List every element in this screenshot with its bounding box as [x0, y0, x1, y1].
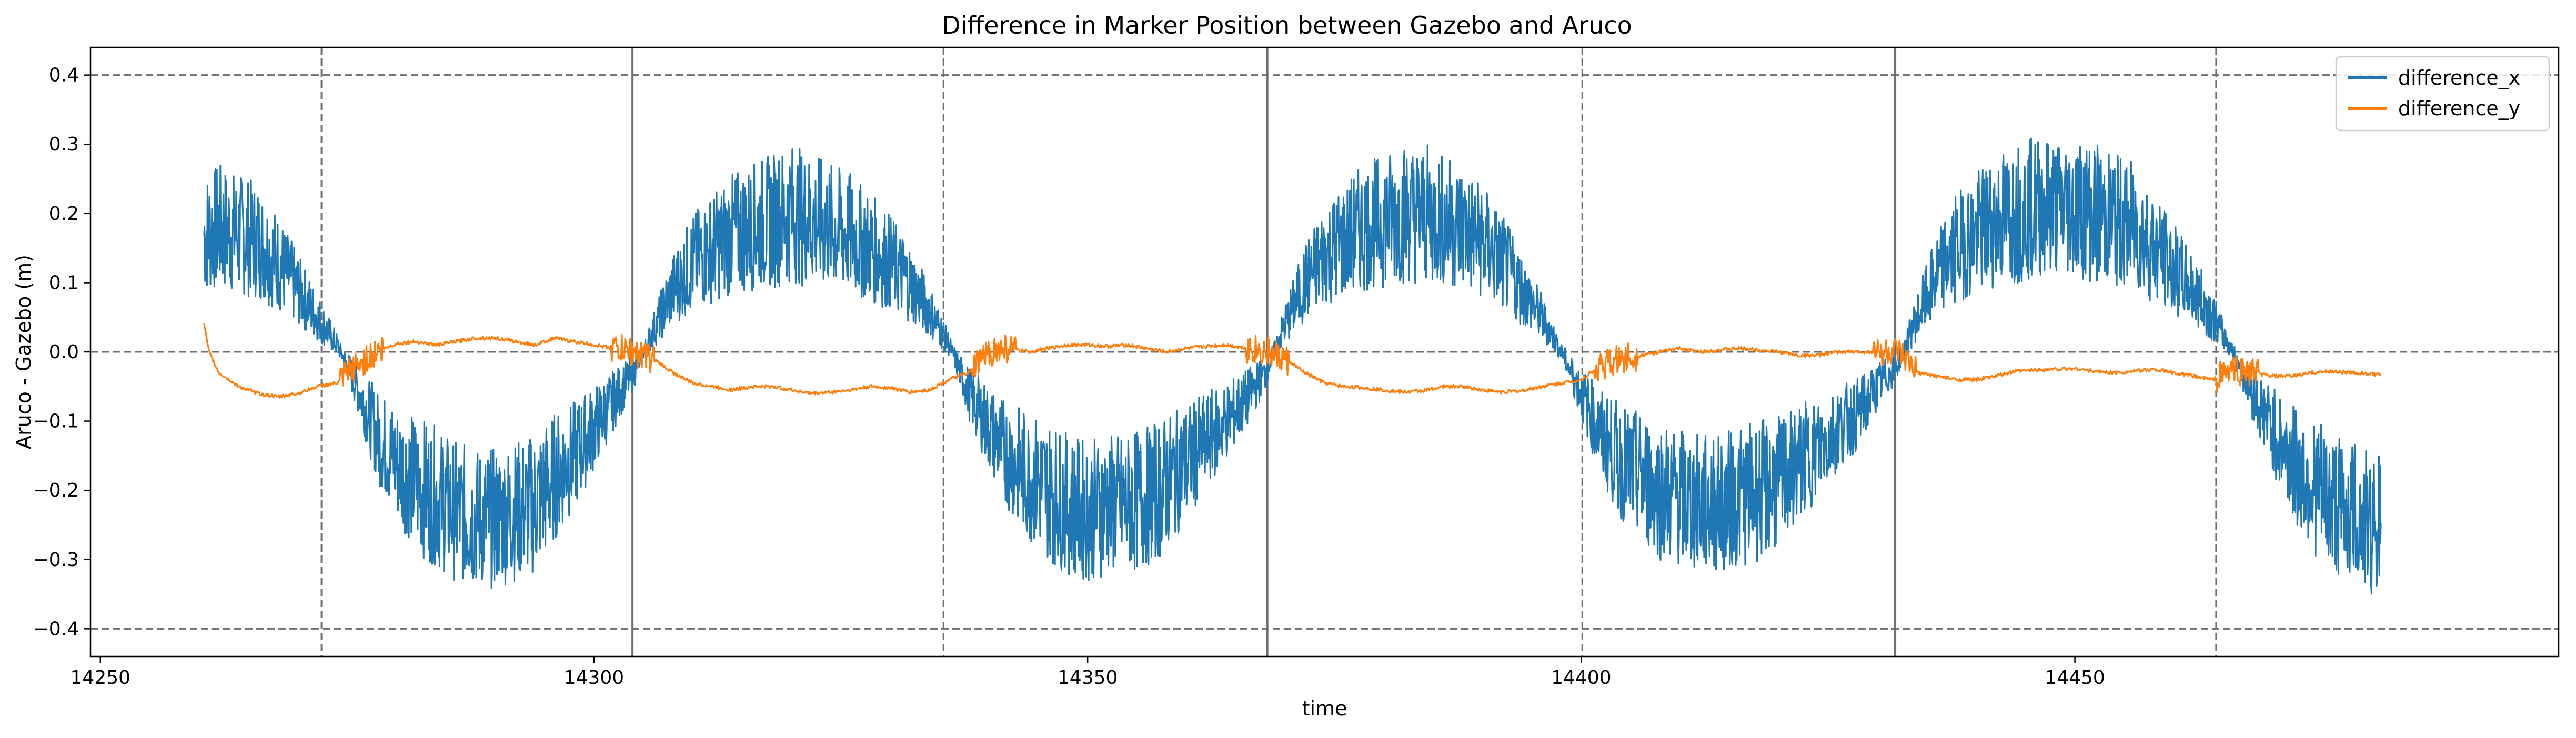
x-tick-label: 14350: [1058, 667, 1118, 689]
legend-label-difference_x: difference_x: [2398, 66, 2520, 89]
series-line-difference_y: [203, 323, 2382, 399]
legend-box: [2335, 56, 2550, 132]
y-tick-label: 0.2: [49, 203, 79, 225]
reference-lines: [90, 47, 2559, 656]
y-tick-label: 0.4: [49, 65, 79, 86]
plot-frame: [89, 46, 2560, 658]
x-tick-label: 14300: [564, 667, 625, 689]
x-axis-label: time: [1302, 697, 1347, 720]
legend-label-difference_y: difference_y: [2398, 97, 2520, 120]
y-tick-label: −0.2: [33, 480, 79, 501]
axis-ticks: 14250 14300 14350 14400 14450 −0.4 −0.3 −0.2 −0.…: [33, 65, 2105, 689]
y-axis-label: Aruco - Gazebo (m): [12, 255, 35, 449]
y-tick-label: −0.4: [33, 618, 79, 640]
y-tick-label: 0.1: [49, 272, 79, 294]
x-tick-label: 14450: [2045, 667, 2105, 689]
y-tick-label: 0.3: [49, 134, 79, 155]
y-tick-label: −0.3: [33, 549, 79, 571]
y-tick-label: −0.1: [33, 411, 79, 432]
x-tick-label: 14250: [70, 667, 130, 689]
series-layer: [203, 137, 2382, 595]
series-line-difference_x: [203, 137, 2382, 595]
x-tick-label: 14400: [1551, 667, 1612, 689]
chart-title: Difference in Marker Position between Ga…: [942, 11, 1632, 39]
legend: difference_x difference_y: [2335, 56, 2550, 132]
y-tick-label: 0.0: [49, 341, 79, 363]
